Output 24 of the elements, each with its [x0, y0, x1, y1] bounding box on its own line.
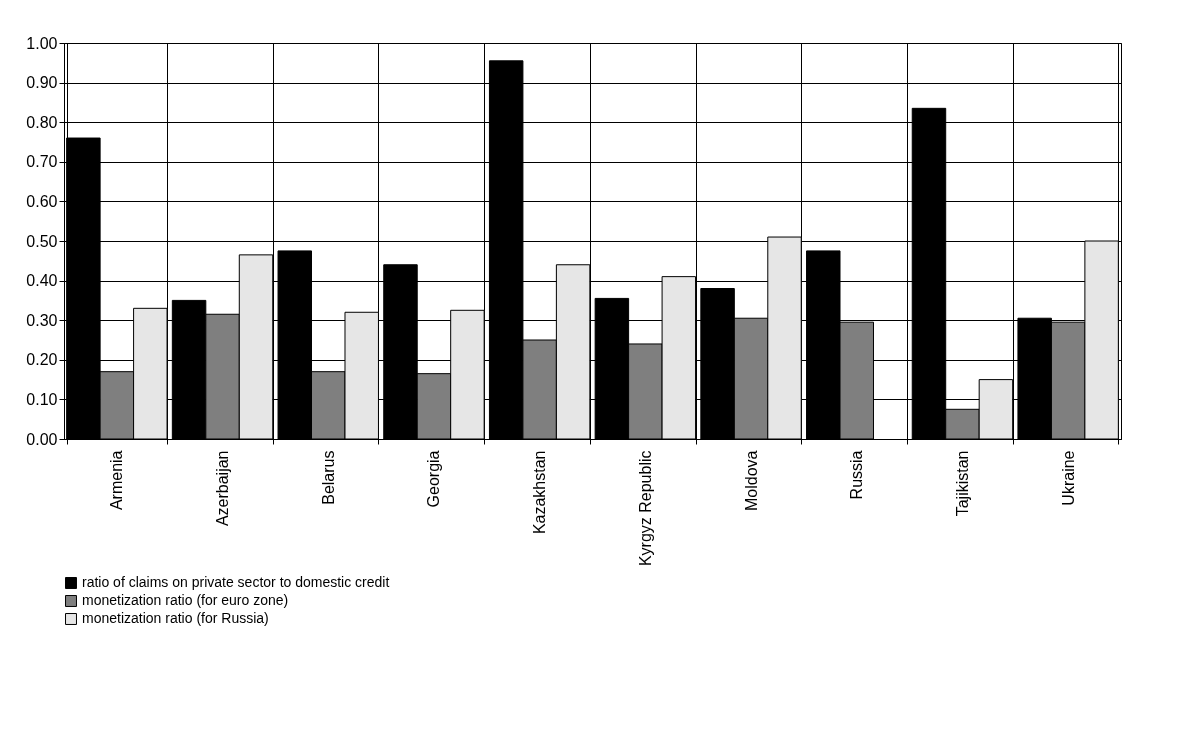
legend-label: monetization ratio (for euro zone) [82, 592, 289, 608]
legend-label: monetization ratio (for Russia) [82, 610, 269, 626]
legend-label: ratio of claims on private sector to domestic credit [82, 574, 390, 590]
y-tick-label: 0.00 [26, 430, 58, 448]
x-tick-label: Russia [848, 450, 866, 500]
y-tick-label: 0.30 [26, 311, 58, 329]
x-tick-label: Tajikistan [953, 450, 971, 517]
x-tick-label: Belarus [319, 450, 337, 505]
y-tick-label: 0.40 [26, 272, 58, 290]
y-tick-label: 0.10 [26, 390, 58, 408]
x-tick-label: Armenia [108, 450, 126, 511]
y-tick-label: 0.80 [26, 113, 58, 131]
y-tick-label: 0.90 [26, 74, 58, 92]
x-tick-label: Moldova [742, 450, 760, 511]
y-tick-label: 0.50 [26, 232, 58, 250]
y-tick-label: 1.00 [26, 34, 58, 52]
y-tick-label: 0.70 [26, 153, 58, 171]
x-tick-label: Kyrgyz Republic [636, 450, 654, 567]
y-tick-label: 0.20 [26, 351, 58, 369]
y-tick-label: 0.60 [26, 192, 58, 210]
x-tick-label: Ukraine [1059, 450, 1077, 506]
x-tick-label: Kazakhstan [531, 450, 549, 535]
x-tick-label: Georgia [425, 450, 443, 508]
x-tick-label: Azerbaijan [214, 450, 232, 527]
